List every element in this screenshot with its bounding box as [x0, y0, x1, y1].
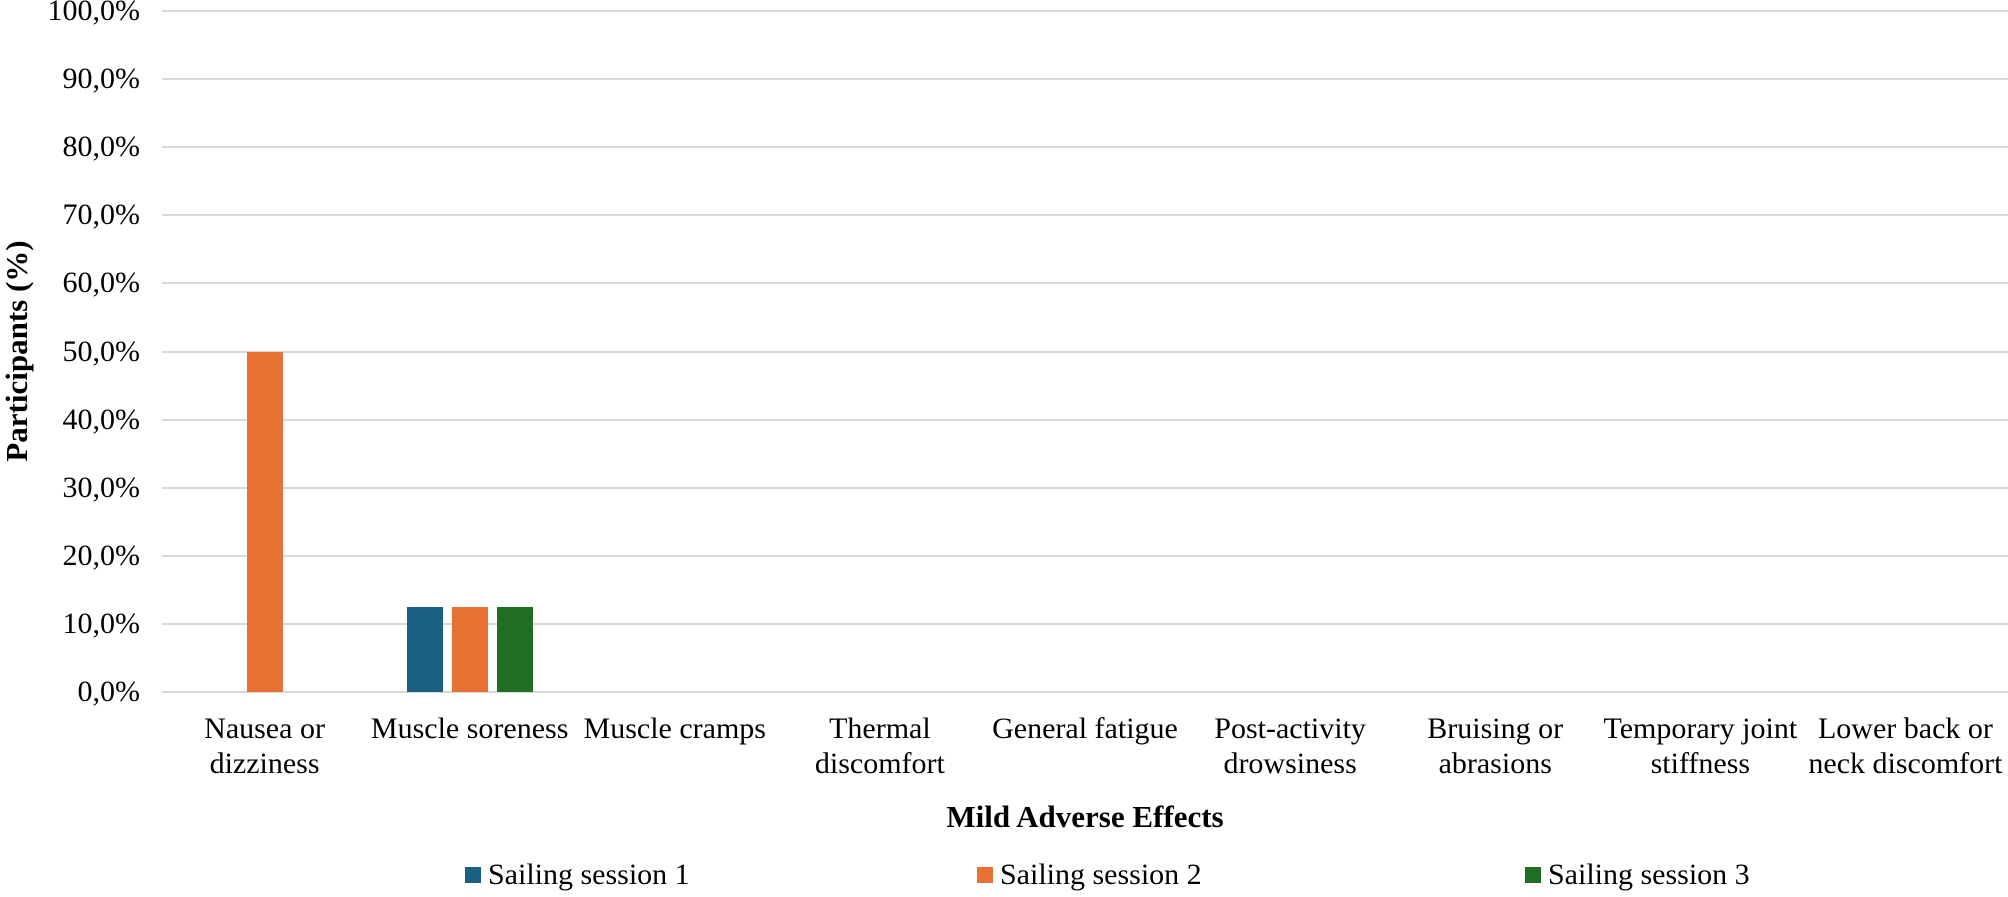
y-axis-tick-label: 0,0% [77, 675, 141, 708]
gridline [162, 418, 2008, 421]
x-category-label: Thermal discomfort [814, 712, 945, 780]
legend-swatch-icon [465, 866, 481, 883]
x-category-label: Lower back or neck discomfort [1808, 712, 2003, 780]
gridline [162, 282, 2008, 285]
gridline [162, 214, 2008, 217]
x-category-label: Muscle soreness [370, 712, 569, 745]
gridline [162, 10, 2008, 12]
x-category-label: Bruising or abrasions [1427, 712, 1564, 780]
gridline [162, 691, 2008, 693]
legend-swatch-icon [977, 866, 993, 883]
x-category-label: Temporary joint stiffness [1603, 712, 1798, 780]
x-category-label: Nausea or dizziness [204, 712, 325, 780]
bar-sailing-session-2-1 [246, 351, 283, 692]
legend-item: Sailing session 3 [1525, 857, 1750, 892]
legend-item: Sailing session 1 [465, 857, 690, 892]
x-category-label: General fatigue [992, 712, 1178, 745]
y-axis-tick-label: 90,0% [62, 62, 141, 96]
gridline [162, 146, 2008, 149]
legend-label: Sailing session 1 [488, 858, 690, 891]
y-axis-tick-label: 50,0% [62, 334, 141, 368]
gridline [162, 78, 2008, 81]
legend-label: Sailing session 3 [1548, 858, 1750, 891]
bar-sailing-session-2-2 [451, 606, 488, 692]
gridline [162, 350, 2008, 353]
y-axis-tick-label: 80,0% [62, 130, 141, 164]
legend-swatch-icon [1525, 866, 1541, 883]
bar-sailing-session-1-2 [406, 606, 443, 692]
y-axis-tick-label: 100,0% [47, 0, 141, 27]
y-axis-tick-label: 40,0% [62, 402, 141, 436]
bar-sailing-session-3-2 [496, 606, 533, 692]
y-axis-tick-label: 30,0% [62, 470, 141, 504]
gridline [162, 622, 2008, 625]
legend-label: Sailing session 2 [1000, 858, 1202, 891]
gridline [162, 554, 2008, 557]
x-axis-title: Mild Adverse Effects [946, 799, 1224, 834]
x-category-label: Post-activity drowsiness [1214, 712, 1366, 780]
y-axis-tick-label: 20,0% [62, 538, 141, 572]
legend-item: Sailing session 2 [977, 857, 1202, 892]
gridline [162, 486, 2008, 489]
y-axis-tick-label: 10,0% [62, 606, 141, 640]
y-axis-tick-label: 60,0% [62, 266, 141, 300]
y-axis-tick-label: 70,0% [62, 198, 141, 232]
x-category-label: Muscle cramps [583, 712, 766, 745]
